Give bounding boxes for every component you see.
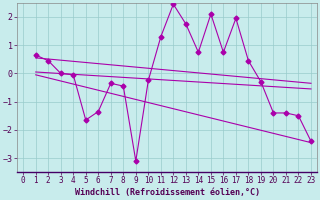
X-axis label: Windchill (Refroidissement éolien,°C): Windchill (Refroidissement éolien,°C) bbox=[75, 188, 260, 197]
